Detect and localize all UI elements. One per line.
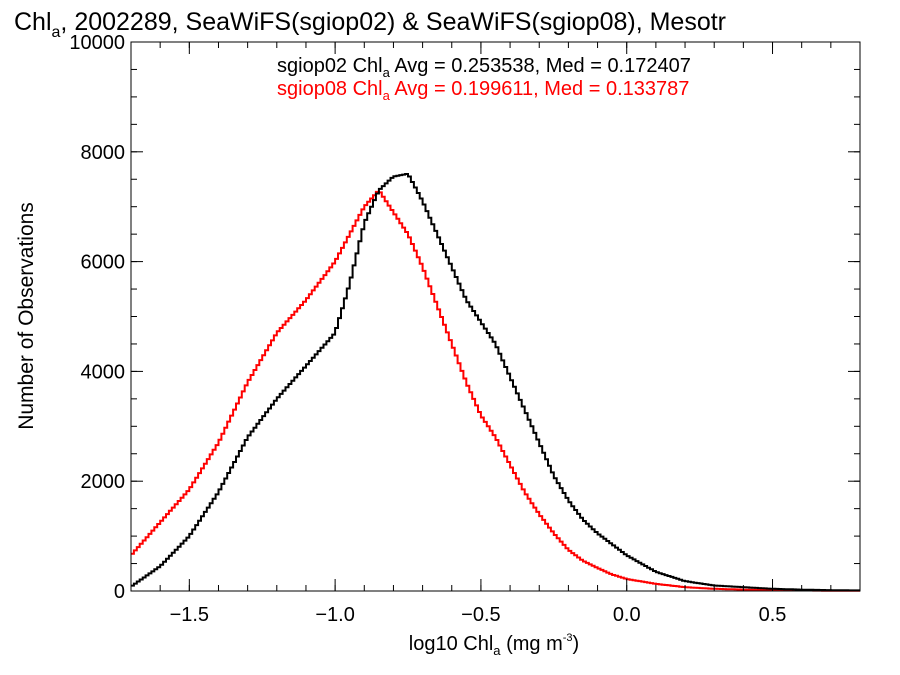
y-axis-label: Number of Observations — [15, 202, 38, 430]
x-axis-label-mid: (mg m — [501, 633, 563, 655]
legend-sgiop02: sgiop02 Chla Avg = 0.253538, Med = 0.172… — [277, 55, 691, 80]
x-tick-label: −1.5 — [170, 604, 209, 626]
chart-title-prefix: Chl — [14, 8, 52, 36]
y-tick-label: 10000 — [69, 32, 125, 54]
y-tick-label: 8000 — [81, 142, 126, 164]
x-tick-label: −1.0 — [315, 604, 354, 626]
plot-frame — [130, 41, 861, 592]
legend-sgiop08-prefix: sgiop08 Chl — [277, 78, 383, 100]
series-line-sgiop02 — [131, 173, 860, 592]
y-tick-label: 0 — [114, 581, 125, 603]
legend-sgiop02-prefix: sgiop02 Chl — [277, 55, 383, 77]
x-axis-label-superscript: -3 — [563, 632, 573, 644]
x-axis-label: log10 Chla (mg m-3) — [409, 632, 579, 658]
y-tick-label: 4000 — [81, 361, 126, 383]
series-line-sgiop08 — [131, 190, 860, 592]
x-axis-label-prefix: log10 Chl — [409, 633, 494, 655]
x-tick-label: −0.5 — [461, 604, 500, 626]
x-tick-label: 0.0 — [613, 604, 641, 626]
legend-sgiop02-subscript: a — [383, 65, 391, 80]
legend-sgiop08-rest: Avg = 0.199611, Med = 0.133787 — [390, 78, 690, 100]
x-tick-label: 0.5 — [759, 604, 787, 626]
legend-sgiop08: sgiop08 Chla Avg = 0.199611, Med = 0.133… — [277, 78, 689, 103]
x-axis-label-subscript: a — [493, 643, 501, 658]
y-tick-label: 6000 — [81, 252, 126, 274]
chart-title: Chla, 2002289, SeaWiFS(sgiop02) & SeaWiF… — [14, 8, 726, 41]
chart-title-rest: , 2002289, SeaWiFS(sgiop02) & SeaWiFS(sg… — [60, 8, 726, 36]
legend-sgiop02-rest: Avg = 0.253538, Med = 0.172407 — [390, 55, 691, 77]
y-tick-label: 2000 — [81, 471, 126, 493]
legend-sgiop08-subscript: a — [383, 88, 391, 103]
chart-title-subscript: a — [52, 24, 61, 41]
x-axis-label-end: ) — [573, 633, 580, 655]
